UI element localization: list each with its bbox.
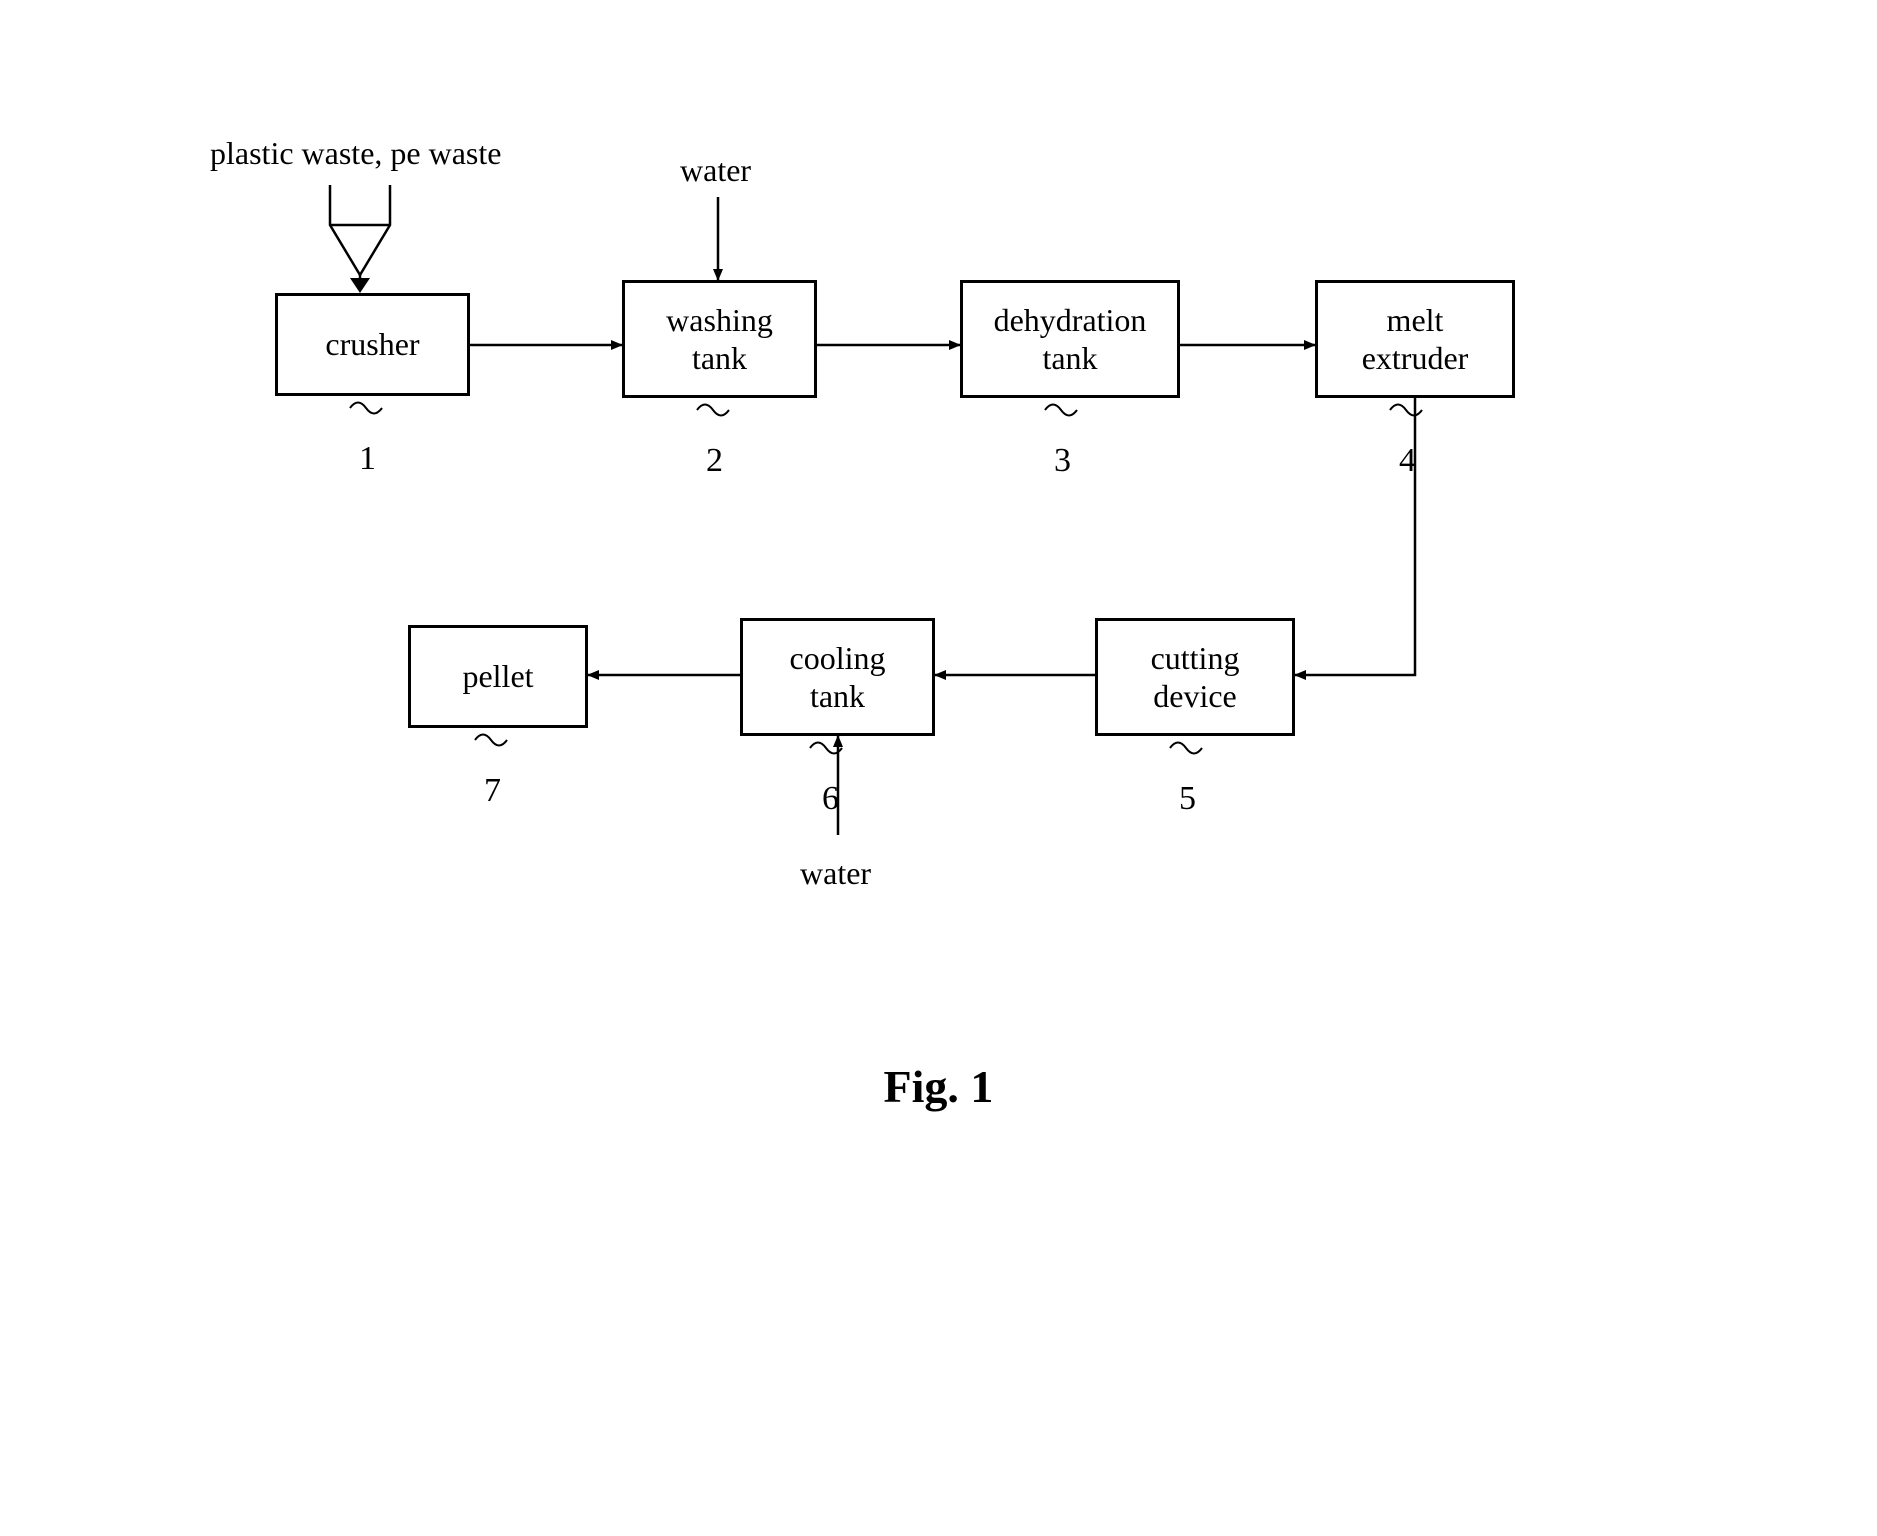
input-label-water-top: water <box>680 152 751 189</box>
node-cooling-tank: coolingtank <box>740 618 935 736</box>
node-dehydration-tank: dehydrationtank <box>960 280 1180 398</box>
squiggle-2 <box>697 405 729 416</box>
ref-num-5: 5 <box>1179 780 1196 818</box>
node-washing-tank: washingtank <box>622 280 817 398</box>
squiggle-5 <box>1170 743 1202 754</box>
squiggle-1 <box>350 403 382 414</box>
ref-num-1: 1 <box>359 440 376 478</box>
node-cutting-label: cuttingdevice <box>1151 639 1240 716</box>
squiggle-3 <box>1045 405 1077 416</box>
node-washing-label: washingtank <box>666 301 773 378</box>
ref-num-2: 2 <box>706 442 723 480</box>
node-crusher: crusher <box>275 293 470 396</box>
edge-melt-cutting <box>1295 398 1415 675</box>
node-melt-label: meltextruder <box>1362 301 1469 378</box>
hollow-arrow-icon <box>330 185 390 293</box>
squiggle-7 <box>475 735 507 746</box>
arrows-overlay <box>0 0 1877 1536</box>
input-label-plastic-waste: plastic waste, pe waste <box>210 135 501 172</box>
node-melt-extruder: meltextruder <box>1315 280 1515 398</box>
node-crusher-label: crusher <box>325 325 419 363</box>
ref-num-4: 4 <box>1399 442 1416 480</box>
node-cutting-device: cuttingdevice <box>1095 618 1295 736</box>
ref-num-3: 3 <box>1054 442 1071 480</box>
squiggle-4 <box>1390 405 1422 416</box>
node-pellet-label: pellet <box>462 657 533 695</box>
ref-num-7: 7 <box>484 772 501 810</box>
figure-caption: Fig. 1 <box>884 1060 994 1113</box>
squiggle-6 <box>810 743 842 754</box>
ref-num-6: 6 <box>822 780 839 818</box>
node-dehydration-label: dehydrationtank <box>994 301 1147 378</box>
node-pellet: pellet <box>408 625 588 728</box>
input-label-water-bottom: water <box>800 855 871 892</box>
flowchart-container: plastic waste, pe waste water water crus… <box>0 0 1877 1536</box>
node-cooling-label: coolingtank <box>790 639 886 716</box>
